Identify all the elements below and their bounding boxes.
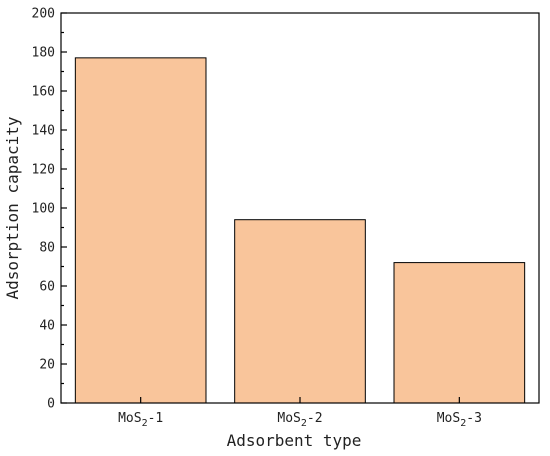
y-tick-label: 160 — [32, 85, 55, 100]
y-tick-label: 40 — [39, 319, 55, 334]
y-tick-label: 180 — [32, 46, 55, 61]
x-tick-label: MoS2-1 — [118, 411, 163, 429]
x-axis-title: Adsorbent type — [227, 431, 362, 450]
y-tick-label: 60 — [39, 280, 55, 295]
bar-1 — [74, 57, 207, 404]
y-axis-title: Adsorption capacity — [3, 116, 22, 299]
y-tick-label: 20 — [39, 358, 55, 373]
y-tick-label: 200 — [32, 7, 55, 22]
bar-3 — [393, 262, 526, 404]
x-axis: MoS2-1 MoS2-2 MoS2-3 — [118, 397, 482, 429]
y-tick-label: 120 — [32, 163, 55, 178]
x-tick-label: MoS2-2 — [277, 411, 322, 429]
x-tick-label: MoS2-3 — [437, 411, 482, 429]
bars-group — [74, 57, 526, 404]
y-axis: 0 20 40 60 80 100 120 140 160 180 200 — [32, 7, 67, 412]
y-tick-label: 0 — [47, 397, 55, 412]
y-tick-label: 140 — [32, 124, 55, 139]
bar-2 — [234, 219, 366, 404]
y-tick-label: 100 — [32, 202, 55, 217]
y-tick-label: 80 — [39, 241, 55, 256]
